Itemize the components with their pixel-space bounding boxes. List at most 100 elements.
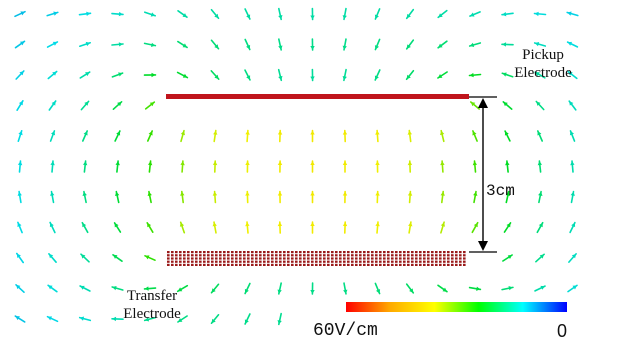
field-vector-head bbox=[342, 222, 348, 227]
transfer-electrode-dot bbox=[303, 260, 306, 263]
transfer-electrode-dot bbox=[359, 257, 362, 260]
transfer-electrode-dot bbox=[435, 257, 438, 260]
transfer-electrode-dot bbox=[231, 251, 234, 254]
transfer-electrode-dot bbox=[291, 251, 294, 254]
field-vector-head bbox=[409, 288, 414, 293]
field-vector-head bbox=[407, 191, 413, 196]
transfer-electrode-dot bbox=[371, 257, 374, 260]
transfer-electrode-dot bbox=[399, 260, 402, 263]
transfer-electrode-dot bbox=[207, 263, 210, 266]
transfer-electrode-dot bbox=[387, 260, 390, 263]
transfer-electrode-dot bbox=[403, 257, 406, 260]
transfer-electrode-dot bbox=[331, 257, 334, 260]
transfer-electrode-dot bbox=[431, 251, 434, 254]
transfer-electrode-dot bbox=[391, 260, 394, 263]
transfer-electrode-dot bbox=[227, 263, 230, 266]
transfer-electrode bbox=[167, 251, 466, 266]
field-vector-head bbox=[277, 222, 283, 227]
transfer-electrode-dot bbox=[323, 260, 326, 263]
dimension-arrowhead-bottom bbox=[478, 241, 488, 251]
transfer-electrode-dot bbox=[419, 254, 422, 257]
transfer-electrode-dot bbox=[291, 254, 294, 257]
transfer-electrode-dot bbox=[167, 263, 170, 266]
field-vector-head bbox=[472, 161, 477, 166]
transfer-electrode-dot bbox=[199, 254, 202, 257]
field-vector-head bbox=[277, 191, 283, 196]
field-vector-head bbox=[212, 191, 218, 196]
field-vector-head bbox=[180, 161, 185, 166]
field-vector-head bbox=[179, 222, 185, 227]
field-vector-head bbox=[245, 161, 250, 165]
transfer-electrode-dot bbox=[359, 251, 362, 254]
transfer-electrode-dot bbox=[463, 263, 466, 266]
transfer-electrode-dot bbox=[303, 254, 306, 257]
transfer-electrode-dot bbox=[403, 251, 406, 254]
field-vector-head bbox=[17, 222, 22, 227]
transfer-electrode-dot bbox=[391, 257, 394, 260]
transfer-electrode-dot bbox=[215, 251, 218, 254]
field-vector-head bbox=[277, 320, 282, 325]
transfer-electrode-dot bbox=[199, 263, 202, 266]
transfer-electrode-dot bbox=[311, 254, 314, 257]
transfer-electrode-dot bbox=[431, 257, 434, 260]
transfer-electrode-dot bbox=[271, 260, 274, 263]
transfer-electrode-dot bbox=[407, 257, 410, 260]
transfer-electrode-label: Transfer Electrode bbox=[102, 287, 202, 323]
transfer-electrode-dot bbox=[463, 251, 466, 254]
field-vector-head bbox=[437, 74, 443, 78]
field-vector-head bbox=[535, 72, 540, 77]
field-vector-head bbox=[180, 191, 185, 196]
transfer-electrode-dot bbox=[451, 263, 454, 266]
field-vector-head bbox=[148, 161, 153, 166]
transfer-electrode-dot bbox=[255, 251, 258, 254]
field-arrows bbox=[14, 7, 579, 326]
transfer-electrode-dot bbox=[287, 260, 290, 263]
transfer-electrode-dot bbox=[239, 251, 242, 254]
transfer-electrode-dot bbox=[339, 251, 342, 254]
transfer-electrode-dot bbox=[395, 251, 398, 254]
field-vector-head bbox=[52, 71, 57, 76]
field-vector-head bbox=[342, 15, 347, 20]
transfer-electrode-dot bbox=[375, 251, 378, 254]
transfer-electrode-dot bbox=[387, 263, 390, 266]
transfer-electrode-dot bbox=[383, 263, 386, 266]
transfer-electrode-dot bbox=[367, 263, 370, 266]
transfer-electrode-dot bbox=[235, 254, 238, 257]
transfer-electrode-dot bbox=[251, 254, 254, 257]
transfer-electrode-dot bbox=[395, 263, 398, 266]
field-vector-head bbox=[407, 161, 413, 166]
field-vector-head bbox=[310, 161, 315, 165]
field-vector-head bbox=[85, 72, 90, 77]
field-vector-head bbox=[245, 191, 250, 196]
transfer-electrode-dot bbox=[307, 254, 310, 257]
field-vector-head bbox=[342, 45, 347, 50]
field-vector-head bbox=[149, 102, 155, 107]
field-vector-head bbox=[469, 12, 475, 17]
field-vector-head bbox=[536, 101, 541, 106]
transfer-electrode-dot bbox=[291, 260, 294, 263]
transfer-electrode-dot bbox=[351, 251, 354, 254]
field-vector-head bbox=[48, 285, 53, 290]
transfer-electrode-dot bbox=[411, 257, 414, 260]
transfer-electrode-dot bbox=[363, 260, 366, 263]
transfer-electrode-dot bbox=[195, 251, 198, 254]
transfer-electrode-dot bbox=[395, 257, 398, 260]
transfer-electrode-dot bbox=[327, 260, 330, 263]
field-vector-head bbox=[17, 191, 22, 196]
transfer-electrode-dot bbox=[231, 254, 234, 257]
transfer-electrode-dot bbox=[431, 260, 434, 263]
field-vector-head bbox=[375, 191, 380, 196]
field-vector-head bbox=[177, 318, 183, 322]
transfer-electrode-dot bbox=[307, 260, 310, 263]
transfer-electrode-dot bbox=[307, 257, 310, 260]
transfer-electrode-dot bbox=[347, 263, 350, 266]
transfer-electrode-dot bbox=[263, 257, 266, 260]
transfer-electrode-dot bbox=[447, 251, 450, 254]
field-vector-head bbox=[375, 222, 380, 227]
transfer-electrode-dot bbox=[319, 251, 322, 254]
field-vector-head bbox=[537, 161, 542, 166]
transfer-electrode-dot bbox=[435, 254, 438, 257]
transfer-electrode-dot bbox=[375, 260, 378, 263]
